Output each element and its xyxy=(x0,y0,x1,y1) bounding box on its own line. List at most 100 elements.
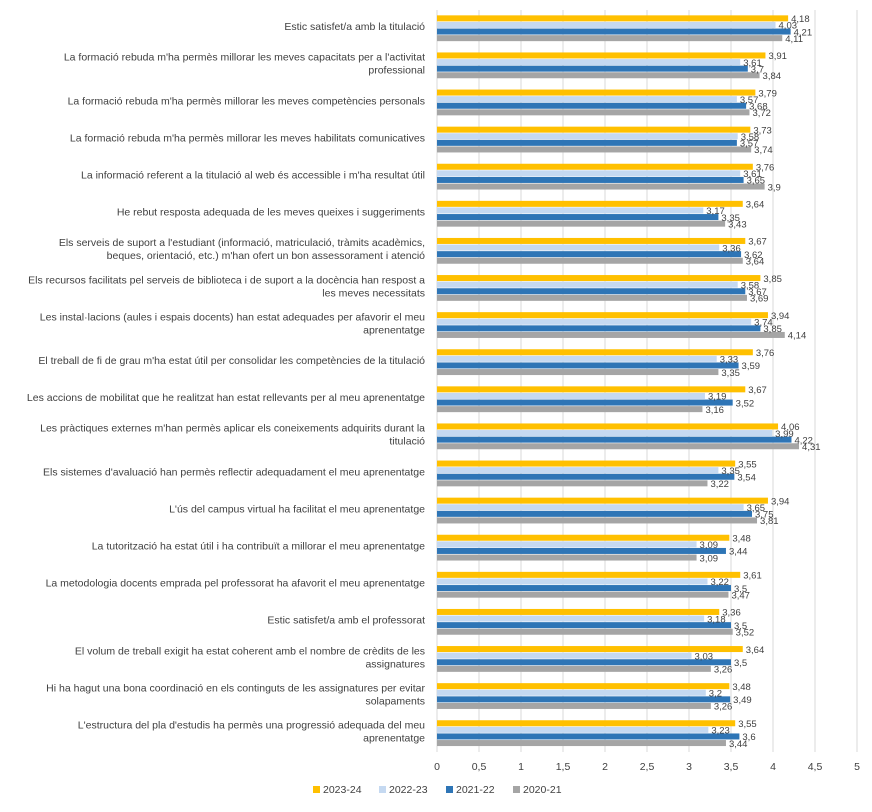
bar xyxy=(437,207,704,214)
bar xyxy=(437,331,785,338)
category-label: Els recursos facilitats pel serveis de b… xyxy=(28,274,425,286)
bars xyxy=(437,15,800,747)
category-label: beques, orientació, etc.) m'han ofert un… xyxy=(107,250,426,262)
bar xyxy=(437,541,697,548)
data-label: 3,61 xyxy=(743,58,762,69)
data-label: 3,85 xyxy=(763,324,782,335)
data-label: 3,48 xyxy=(732,533,751,544)
data-label: 3,62 xyxy=(744,250,763,261)
data-label: 3,26 xyxy=(714,702,733,713)
legend-swatch xyxy=(379,786,386,793)
bar xyxy=(437,72,760,79)
category-label: Hi ha hagut una bona coordinació en els … xyxy=(46,682,425,694)
category-label: Els serveis de suport a l'estudiant (inf… xyxy=(59,237,425,249)
bar xyxy=(437,702,711,709)
data-label: 3,74 xyxy=(754,317,773,328)
bar xyxy=(437,21,776,28)
data-label: 3,22 xyxy=(710,577,729,588)
data-label: 3,55 xyxy=(738,459,757,470)
data-label: 3,81 xyxy=(760,516,779,527)
data-label: 3,22 xyxy=(710,479,729,490)
data-label: 3,64 xyxy=(746,645,765,656)
bar xyxy=(437,467,719,474)
data-label: 4,14 xyxy=(788,331,807,342)
bar xyxy=(437,200,743,207)
data-label: 3,74 xyxy=(754,145,773,156)
data-label: 3,64 xyxy=(746,200,765,211)
bar xyxy=(437,517,758,524)
bar xyxy=(437,683,730,690)
legend: 2023-24 2022-23 2021-22 2020-21 xyxy=(313,784,562,796)
data-label: 3,57 xyxy=(740,139,759,150)
bar xyxy=(437,139,737,146)
data-label: 3,43 xyxy=(728,219,747,230)
category-label: solapaments xyxy=(365,695,425,707)
data-label: 3,73 xyxy=(753,125,772,136)
data-label: 3,5 xyxy=(734,621,747,632)
bar xyxy=(437,133,738,140)
category-label: L'estructura del pla d'estudis ha permès… xyxy=(78,719,425,731)
x-tick-label: 4 xyxy=(770,761,776,773)
data-labels: 4,184,034,214,113,913,613,73,843,793,573… xyxy=(695,14,821,750)
bar xyxy=(437,659,731,666)
data-label: 3,76 xyxy=(756,348,775,359)
data-label: 3,44 xyxy=(729,547,748,558)
data-label: 3,49 xyxy=(733,695,752,706)
data-label: 3,57 xyxy=(740,95,759,106)
bar xyxy=(437,585,731,592)
data-label: 3,94 xyxy=(771,311,790,322)
bar xyxy=(437,696,731,703)
data-label: 3,48 xyxy=(732,682,751,693)
x-axis-ticks: 0 0,5 1 1,5 2 2,5 3 3,5 4 4,5 5 xyxy=(434,761,860,773)
bar xyxy=(437,571,741,578)
data-label: 3,9 xyxy=(768,182,781,193)
category-label: Estic satisfet/a amb el professorat xyxy=(267,615,425,627)
data-label: 3,58 xyxy=(741,280,760,291)
legend-swatch xyxy=(513,786,520,793)
data-label: 3,17 xyxy=(706,206,725,217)
data-label: 3,33 xyxy=(720,355,739,366)
data-label: 3,47 xyxy=(731,590,750,601)
bar xyxy=(437,89,756,96)
bar xyxy=(437,288,746,295)
data-label: 3,26 xyxy=(714,665,733,676)
x-tick-label: 1 xyxy=(518,761,524,773)
bar xyxy=(437,59,741,66)
legend-label: 2020-21 xyxy=(523,784,562,796)
bar xyxy=(437,430,773,437)
x-tick-label: 3,5 xyxy=(724,761,739,773)
data-label: 3,55 xyxy=(738,719,757,730)
data-label: 3,75 xyxy=(755,510,774,521)
legend-label: 2021-22 xyxy=(456,784,495,796)
x-tick-label: 0 xyxy=(434,761,440,773)
bar xyxy=(437,251,742,258)
bar xyxy=(437,406,703,413)
data-label: 3,03 xyxy=(695,651,714,662)
category-label: L'ús del campus virtual ha facilitat el … xyxy=(169,503,425,515)
legend-swatch xyxy=(313,786,320,793)
data-label: 3,16 xyxy=(705,405,724,416)
bar xyxy=(437,294,747,301)
bar xyxy=(437,386,746,393)
category-label: Les instal·lacions (aules i espais docen… xyxy=(40,311,425,323)
bar xyxy=(437,362,739,369)
bar xyxy=(437,257,743,264)
data-label: 3,61 xyxy=(743,571,762,582)
x-tick-label: 2,5 xyxy=(640,761,655,773)
bar xyxy=(437,102,747,109)
bar xyxy=(437,65,748,72)
bar xyxy=(437,96,737,103)
bar xyxy=(437,720,736,727)
category-label: aprenentatge xyxy=(363,732,425,744)
bar xyxy=(437,622,731,629)
data-label: 3,18 xyxy=(707,614,726,625)
data-label: 3,76 xyxy=(756,162,775,173)
bar xyxy=(437,349,753,356)
category-label: El volum de treball exigit ha estat cohe… xyxy=(75,645,425,657)
bar xyxy=(437,554,697,561)
category-labels: Estic satisfet/a amb la titulació La form… xyxy=(27,21,426,744)
bar xyxy=(437,220,726,227)
bar xyxy=(437,423,779,430)
category-label: La formació rebuda m'ha permès millorar … xyxy=(68,95,425,107)
data-label: 3,58 xyxy=(741,132,760,143)
